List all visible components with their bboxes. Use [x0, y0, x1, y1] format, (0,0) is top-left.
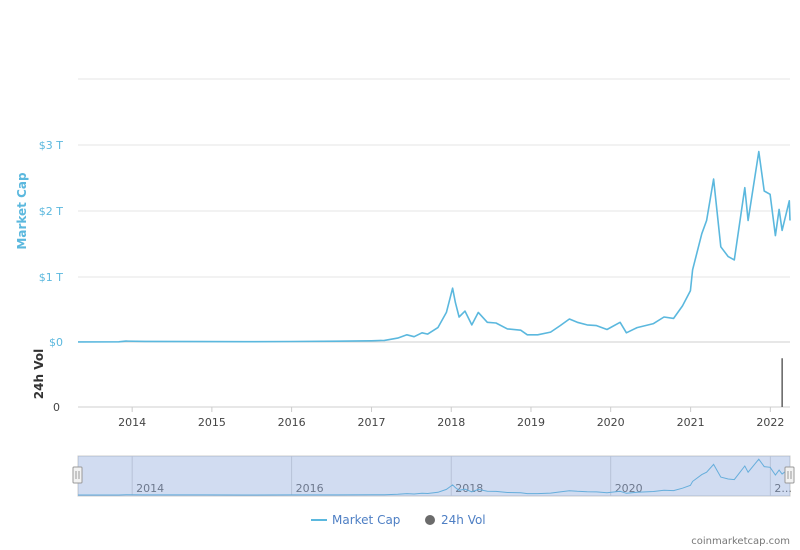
y-tick-labels: $0 $1 T $2 T $3 T 0: [39, 139, 63, 414]
legend-volume-swatch: [425, 515, 435, 525]
navigator-tick-label: 2...: [774, 482, 792, 495]
y-tick-label: $0: [49, 336, 63, 349]
x-tick-label: 2019: [517, 416, 545, 429]
x-tick-label: 2015: [198, 416, 226, 429]
y-tick-label: $1 T: [39, 271, 63, 284]
x-tick-label: 2018: [437, 416, 465, 429]
legend-market-cap-label: Market Cap: [332, 513, 400, 527]
navigator-tick-label: 2016: [296, 482, 324, 495]
y-tick-label: $3 T: [39, 139, 63, 152]
y-tick-label: $2 T: [39, 205, 63, 218]
navigator-ticks: 2014 2016 2018 2020 2...: [131, 456, 792, 496]
legend-volume-label: 24h Vol: [441, 513, 486, 527]
x-tick-label: 2017: [358, 416, 386, 429]
range-navigator[interactable]: 2014 2016 2018 2020 2...: [72, 455, 795, 497]
navigator-tick-label: 2014: [136, 482, 164, 495]
x-tick-label: 2022: [756, 416, 784, 429]
legend-item-market-cap[interactable]: Market Cap: [311, 513, 400, 527]
navigator-series-line: [78, 458, 791, 496]
x-tick-label: 2014: [118, 416, 146, 429]
market-cap-line: [77, 150, 791, 343]
grid-lines: [78, 78, 790, 408]
x-tick-label: 2016: [278, 416, 306, 429]
x-axis-ticks: 2014 2015 2016 2017 2018 2019 2020 2021 2022: [118, 407, 784, 429]
legend-item-volume[interactable]: 24h Vol: [425, 513, 486, 527]
navigator-right-handle-box[interactable]: [784, 466, 795, 484]
navigator-left-handle[interactable]: [72, 466, 83, 484]
volume-tick-label: 0: [53, 401, 60, 414]
chart-credit[interactable]: coinmarketcap.com: [691, 536, 790, 547]
navigator-right-handle[interactable]: [784, 466, 795, 484]
chart-legend: Market Cap 24h Vol: [311, 513, 486, 527]
y-axis-title-volume: 24h Vol: [32, 349, 46, 399]
series-group: [77, 150, 791, 407]
y-axis-title-market-cap: Market Cap: [15, 172, 29, 250]
x-tick-label: 2020: [597, 416, 625, 429]
x-tick-label: 2021: [677, 416, 705, 429]
navigator-selected-range[interactable]: [78, 456, 790, 496]
navigator-tick-label: 2018: [455, 482, 483, 495]
navigator-left-handle-box[interactable]: [72, 466, 83, 484]
